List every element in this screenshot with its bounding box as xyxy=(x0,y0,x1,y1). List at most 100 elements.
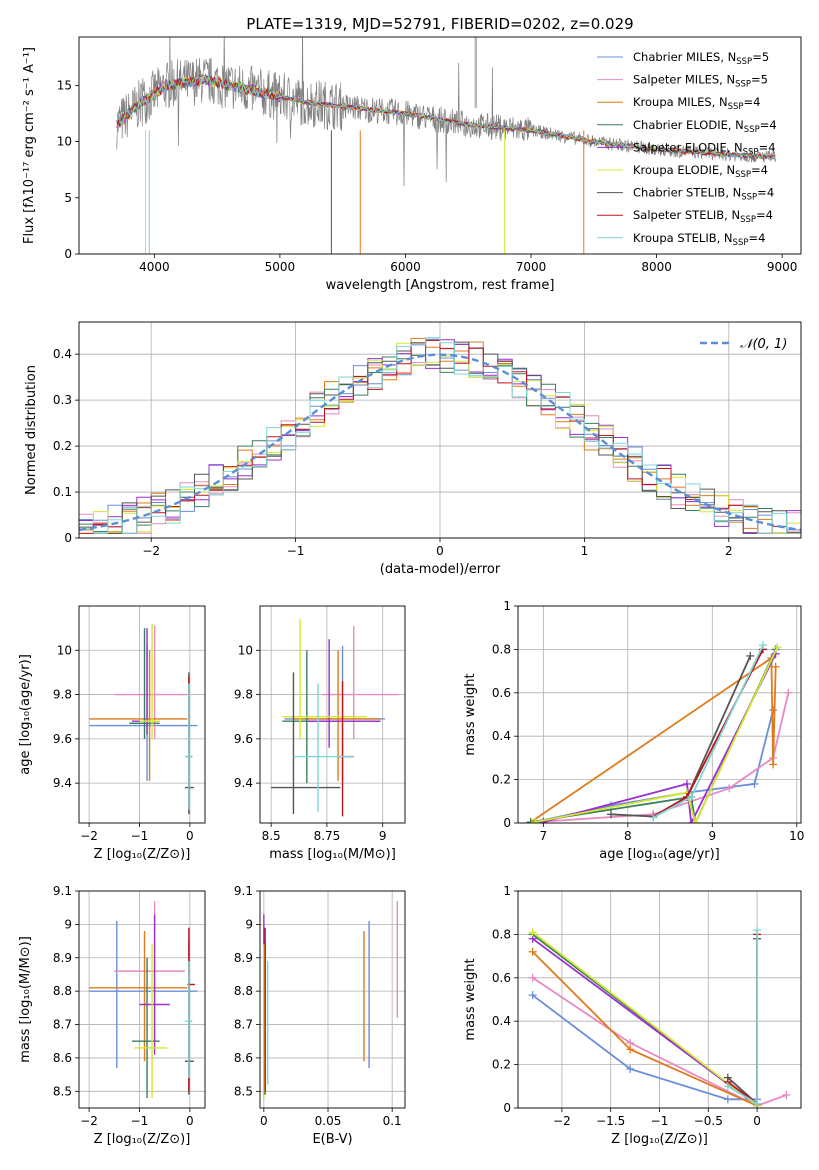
mass-weight-line xyxy=(532,931,758,1107)
y-tick-label: 0.6 xyxy=(492,971,511,985)
y-tick-label: 0.4 xyxy=(492,729,511,743)
mass_vs_EBV-frame xyxy=(259,890,406,1109)
mass-weight-line xyxy=(534,646,779,823)
model-spectrum-line xyxy=(116,75,776,160)
mass-weight-marker xyxy=(530,818,539,823)
mass-weight-line xyxy=(652,644,764,819)
x-tick-label: 9000 xyxy=(767,260,798,274)
y-tick-label: 10 xyxy=(57,643,72,657)
mass-weight-marker xyxy=(649,813,658,822)
x-tick-label: 7000 xyxy=(516,260,547,274)
y-tick-label: 9.6 xyxy=(234,732,253,746)
y-tick-label: 5 xyxy=(64,191,72,205)
y-tick-label: 9 xyxy=(245,917,253,931)
y-tick-label: 8.5 xyxy=(53,1084,72,1098)
y-tick-label: 0 xyxy=(64,531,72,545)
y-tick-label: 8.7 xyxy=(234,1018,253,1032)
mass-weight-marker xyxy=(691,819,700,823)
y-tick-label: 8.8 xyxy=(53,984,72,998)
mass-weight-marker xyxy=(750,779,759,788)
y-tick-label: 8.8 xyxy=(234,984,253,998)
y-tick-label: 9.1 xyxy=(234,884,253,898)
y-tick-label: 0.3 xyxy=(53,393,72,407)
legend-entry: Chabrier STELIB, NSSP=4 xyxy=(633,186,774,203)
weight_vs_Z-y-axis-label: mass weight xyxy=(463,958,478,1040)
mass-weight-marker xyxy=(528,991,537,1000)
legend-entry: Kroupa ELODIE, NSSP=4 xyxy=(633,163,768,180)
mass-weight-marker xyxy=(687,819,696,823)
mass-weight-marker xyxy=(758,641,767,650)
age_vs_mass-plot-area xyxy=(271,619,399,817)
mass_vs_Z-panel: −2 −1 0 8.5 8.6 8.7 8.8 8.9 9 9.1 Z [log₁₀(Z/Z⊙)] m… xyxy=(18,884,206,1147)
mass-weight-marker xyxy=(723,1082,732,1091)
mass-weight-marker xyxy=(784,688,793,697)
y-tick-label: 0.1 xyxy=(53,485,72,499)
y-tick-label: 0 xyxy=(64,247,72,261)
age_vs_mass-panel: 8.5 8.75 9 9.4 9.6 9.8 10 mass [log₁₀(M/M⊙)] xyxy=(234,605,406,862)
y-tick-label: 0.2 xyxy=(492,1058,511,1072)
mass-weight-line xyxy=(532,994,758,1101)
weight_vs_age-plot-area xyxy=(526,641,793,823)
residuals-frame xyxy=(78,321,802,539)
model-spectrum-line xyxy=(116,75,776,160)
residual-histogram xyxy=(79,337,801,534)
spectrum-plot-area xyxy=(116,37,776,254)
legend-entry: Salpeter STELIB, NSSP=4 xyxy=(633,208,773,225)
mass_vs_EBV-x-axis-label: E(B-V) xyxy=(312,1132,352,1147)
mass-weight-marker xyxy=(626,1045,635,1054)
x-tick-label: 2 xyxy=(725,544,733,558)
y-tick-label: 9.8 xyxy=(234,688,253,702)
weight_vs_Z-x-axis-label: Z [log₁₀(Z/Z⊙)] xyxy=(611,1132,708,1147)
mass-weight-marker xyxy=(769,760,778,769)
y-tick-label: 0 xyxy=(503,1101,511,1115)
x-tick-label: −1 xyxy=(651,1114,669,1128)
mass-weight-line xyxy=(531,951,758,1107)
mass-weight-marker xyxy=(528,947,537,956)
y-tick-label: 0.8 xyxy=(492,927,511,941)
residual-histogram xyxy=(79,337,801,534)
age_vs_Z-panel: −2 −1 0 9.4 9.6 9.8 10 Z [log₁₀(Z/Z⊙)] age [log₁… xyxy=(18,605,206,862)
legend-entry: Chabrier MILES, NSSP=5 xyxy=(633,50,769,67)
y-tick-label: 9 xyxy=(64,917,72,931)
x-tick-label: 0 xyxy=(186,829,194,843)
legend-entry: Kroupa MILES, NSSP=4 xyxy=(633,95,760,112)
weight_vs_age-frame xyxy=(517,605,802,824)
age_vs_mass-frame xyxy=(259,605,406,824)
x-tick-label: −1 xyxy=(131,829,149,843)
weight_vs_Z-frame xyxy=(517,890,802,1109)
y-tick-label: 0.2 xyxy=(53,439,72,453)
y-tick-label: 10 xyxy=(57,135,72,149)
mass-weight-line xyxy=(727,930,758,1106)
legend-entry: Salpeter MILES, NSSP=5 xyxy=(633,73,768,90)
age_vs_Z-plot-area xyxy=(89,623,198,815)
weight_vs_age-y-axis-label: mass weight xyxy=(463,673,478,755)
y-tick-label: 8.5 xyxy=(234,1084,253,1098)
mass-weight-line xyxy=(532,977,787,1107)
y-tick-label: 9.6 xyxy=(53,732,72,746)
residuals-y-axis-label: Normed distribution xyxy=(24,365,39,495)
mass-weight-line xyxy=(534,709,774,823)
x-tick-label: 0 xyxy=(436,544,444,558)
mass-weight-marker xyxy=(782,1090,791,1099)
y-tick-label: 9.1 xyxy=(53,884,72,898)
x-tick-label: 1 xyxy=(581,544,589,558)
figure-title: PLATE=1319, MJD=52791, FIBERID=0202, z=0… xyxy=(246,15,633,33)
x-tick-label: 8.75 xyxy=(314,829,341,843)
x-tick-label: 7 xyxy=(540,829,548,843)
residuals-panel: −2 −1 0 1 2 0 0.1 0.2 0.3 0.4 (data-model)/error No… xyxy=(24,321,802,577)
y-tick-label: 10 xyxy=(238,643,253,657)
mass-weight-marker xyxy=(746,651,755,660)
x-tick-label: −2 xyxy=(80,1114,98,1128)
y-tick-label: 8.7 xyxy=(53,1018,72,1032)
spectrum-y-axis-label: Flux [fλ10⁻¹⁷ erg cm⁻² s⁻¹ A⁻¹] xyxy=(22,47,37,244)
mass-weight-marker xyxy=(606,810,615,819)
mass_vs_Z-plot-area xyxy=(89,901,198,1098)
x-tick-label: 0 xyxy=(186,1114,194,1128)
x-tick-label: 10 xyxy=(789,829,804,843)
mass-weight-line xyxy=(727,934,758,1106)
spectrum-legend: Chabrier MILES, NSSP=5 Salpeter MILES, NS… xyxy=(597,50,777,248)
y-tick-label: 1 xyxy=(503,884,511,898)
weight_vs_age-x-axis-label: age [log₁₀(age/yr)] xyxy=(599,847,720,862)
x-tick-label: −2 xyxy=(142,544,160,558)
